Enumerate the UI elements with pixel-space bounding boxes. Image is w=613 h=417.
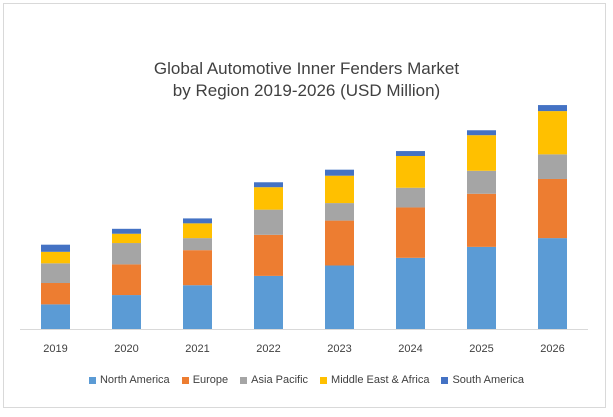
bar-segment-2026-south-america [538, 105, 567, 112]
legend: North America Europe Asia Pacific Middle Ea… [0, 374, 613, 386]
legend-swatch [441, 376, 449, 384]
bar-segment-2025-middle-east-africa [467, 135, 496, 171]
chart-title-line-1: Global Automotive Inner Fenders Market [153, 59, 460, 78]
bar-segment-2021-asia-pacific [183, 238, 212, 251]
bar-segment-2019-asia-pacific [41, 263, 70, 284]
bar-segment-2024-south-america [396, 151, 425, 156]
bar-segment-2020-south-america [112, 228, 141, 234]
bar-segment-2024-europe [396, 207, 425, 258]
legend-label: Europe [192, 374, 229, 386]
x-tick-labels: 2019 2020 2021 2022 2023 2024 2025 2026 [43, 343, 564, 355]
x-tick-label: 2024 [398, 343, 422, 355]
chart-frame [3, 3, 606, 408]
bar-segment-2023-europe [325, 220, 354, 266]
bar-segment-2026-north-america [538, 238, 567, 329]
bar-segment-2025-north-america [467, 246, 496, 330]
bar-segment-2023-south-america [325, 169, 354, 176]
bar-segment-2022-north-america [254, 275, 283, 329]
bar-segment-2023-middle-east-africa [325, 175, 354, 204]
legend-swatch [181, 376, 189, 384]
bar-segment-2021-europe [183, 250, 212, 286]
legend-item: South America [441, 374, 524, 386]
bar-segment-2023-asia-pacific [325, 203, 354, 221]
legend-item: Middle East & Africa [320, 374, 429, 386]
bar-segment-2026-asia-pacific [538, 154, 567, 179]
bar-segment-2020-asia-pacific [112, 243, 141, 265]
bar-segment-2024-north-america [396, 257, 425, 329]
bar-segment-2025-asia-pacific [467, 170, 496, 194]
bar-segment-2025-south-america [467, 130, 496, 136]
bar-segment-2021-north-america [183, 285, 212, 329]
bar-segment-2026-middle-east-africa [538, 111, 567, 155]
bar-segment-2023-north-america [325, 265, 354, 329]
chart-title-line-2: by Region 2019-2026 (USD Million) [172, 81, 441, 100]
bar-segment-2022-south-america [254, 182, 283, 188]
x-tick-label: 2025 [469, 343, 493, 355]
bar-segment-2019-middle-east-africa [41, 251, 70, 264]
bar-segment-2024-middle-east-africa [396, 155, 425, 188]
x-tick-label: 2021 [185, 343, 209, 355]
bar-segment-2026-europe [538, 178, 567, 239]
bar-segment-2022-middle-east-africa [254, 187, 283, 210]
legend-swatch [240, 376, 248, 384]
legend-item: Europe [181, 374, 229, 386]
bar-segment-2022-europe [254, 234, 283, 276]
x-tick-label: 2023 [327, 343, 351, 355]
bars-group [41, 105, 567, 330]
x-tick-label: 2019 [43, 343, 67, 355]
bar-segment-2020-europe [112, 264, 141, 296]
legend-swatch [320, 376, 328, 384]
bar-segment-2024-asia-pacific [396, 187, 425, 208]
legend-label: Asia Pacific [251, 374, 309, 386]
legend-label: Middle East & Africa [331, 374, 430, 386]
bar-segment-2021-middle-east-africa [183, 223, 212, 239]
x-tick-label: 2022 [256, 343, 280, 355]
bar-segment-2025-europe [467, 193, 496, 247]
bar-segment-2020-north-america [112, 295, 141, 330]
bar-segment-2019-north-america [41, 304, 70, 329]
legend-label: South America [452, 374, 525, 386]
legend-swatch [88, 376, 96, 384]
bar-segment-2022-asia-pacific [254, 209, 283, 235]
bar-segment-2019-south-america [41, 244, 70, 252]
x-tick-label: 2020 [114, 343, 138, 355]
bar-segment-2021-south-america [183, 218, 212, 224]
x-tick-label: 2026 [540, 343, 564, 355]
bar-segment-2019-europe [41, 283, 70, 305]
legend-item: Asia Pacific [240, 374, 308, 386]
bar-segment-2020-middle-east-africa [112, 233, 141, 244]
legend-label: North America [99, 374, 170, 386]
chart-title: Global Automotive Inner Fenders Market b… [0, 58, 613, 102]
legend-item: North America [88, 374, 170, 386]
